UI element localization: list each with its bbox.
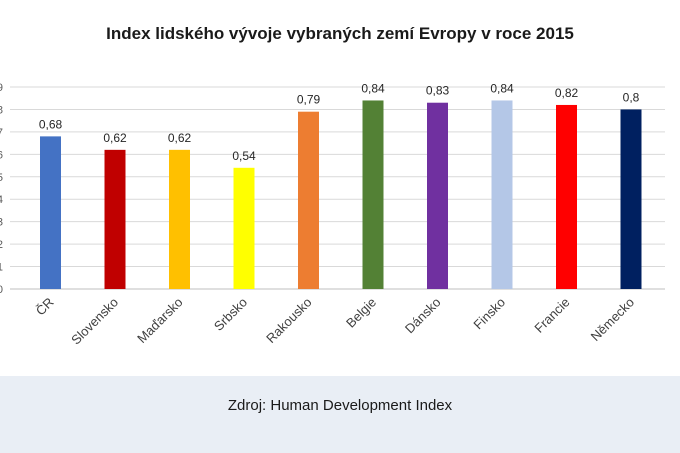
x-tick-label: Dánsko	[402, 295, 444, 337]
data-label: 0,83	[426, 84, 450, 98]
x-tick-label: Maďarsko	[134, 295, 186, 347]
data-label: 0,62	[103, 131, 127, 145]
data-label: 0,68	[39, 117, 63, 131]
bar	[556, 104, 577, 289]
x-tick-label: Srbsko	[211, 295, 250, 334]
y-tick-label: 8	[0, 104, 3, 116]
bar	[40, 136, 61, 289]
x-tick-label: Belgie	[343, 295, 379, 331]
data-label: 0,79	[297, 93, 321, 107]
y-tick-label: 6	[0, 149, 3, 161]
x-tick-label: Německo	[588, 295, 637, 344]
y-tick-label: 9	[0, 82, 3, 94]
bar	[427, 102, 448, 289]
x-tick-label: Francie	[531, 295, 572, 336]
source-note: Zdroj: Human Development Index	[227, 397, 453, 414]
y-tick-label: 0	[0, 284, 3, 296]
x-tick-label: ČR	[33, 295, 57, 319]
bar	[362, 100, 384, 289]
y-tick-label: 3	[0, 217, 3, 229]
y-tick-label: 2	[0, 239, 3, 251]
data-label: 0,8	[623, 90, 640, 104]
y-tick-label: 4	[0, 194, 3, 206]
data-label: 0,62	[168, 131, 192, 145]
x-tick-label: Finsko	[470, 295, 508, 333]
y-tick-label: 7	[0, 127, 3, 139]
bar-chart: 0 1 2 3 4 5 6 7 8 9 0,68 ČR 0,62 Slovensko 0,62 Maďarsk…	[0, 81, 665, 348]
bar	[491, 100, 513, 289]
bar	[620, 109, 642, 289]
bar	[298, 111, 319, 289]
bar	[233, 167, 255, 289]
data-label: 0,82	[555, 86, 579, 100]
chart-title: Index lidského vývoje vybraných zemí Evr…	[106, 24, 574, 43]
data-label: 0,84	[490, 81, 514, 95]
y-tick-label: 5	[0, 172, 3, 184]
data-label: 0,84	[361, 81, 385, 95]
bar	[169, 149, 190, 289]
bar	[104, 149, 126, 289]
x-tick-label: Rakousko	[263, 295, 314, 346]
data-label: 0,54	[232, 149, 256, 163]
y-tick-label: 1	[0, 262, 3, 274]
x-tick-label: Slovensko	[68, 295, 121, 348]
